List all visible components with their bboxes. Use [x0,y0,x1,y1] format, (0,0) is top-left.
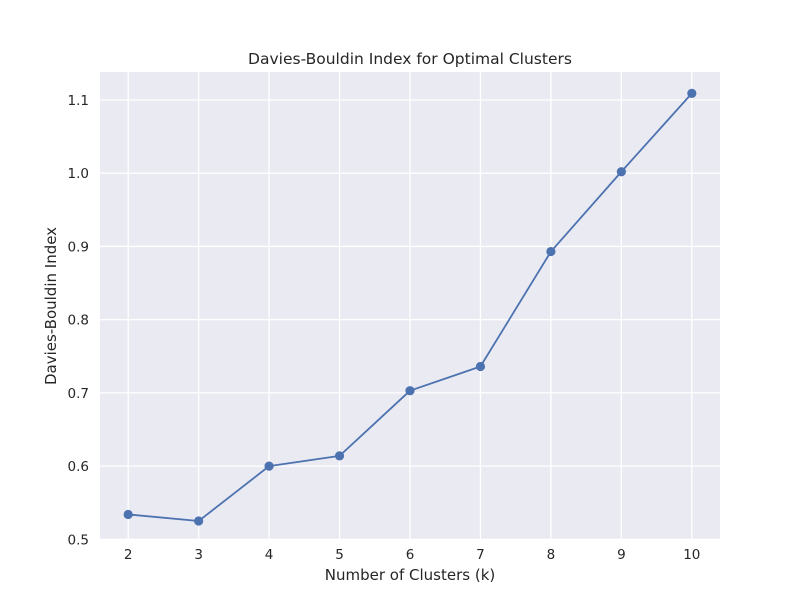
y-tick-labels: 0.5 0.6 0.7 0.8 0.9 1.0 1.1 [68,93,89,548]
y-tick-label: 0.7 [68,386,89,402]
x-tick-label: 10 [683,547,700,563]
data-point [405,386,415,396]
chart-title: Davies-Bouldin Index for Optimal Cluster… [248,50,572,68]
y-tick-label: 1.1 [68,93,89,109]
data-point [264,461,274,471]
x-tick-label: 6 [406,547,415,563]
x-tick-label: 5 [335,547,344,563]
data-point [546,246,556,257]
x-tick-label: 7 [476,547,485,563]
grid-lines [100,72,720,540]
y-tick-label: 0.9 [68,239,89,255]
x-axis-label: Number of Clusters (k) [325,566,495,584]
y-tick-label: 1.0 [68,166,89,182]
x-tick-label: 2 [124,547,133,563]
data-point [475,361,486,372]
x-tick-label: 3 [194,547,203,563]
series-layer [123,88,697,526]
y-tick-label: 0.8 [68,313,89,329]
x-tick-labels: 2 3 4 5 6 7 8 9 10 [124,547,701,563]
x-tick-label: 8 [547,547,556,563]
x-tick-label: 9 [617,547,626,563]
y-axis-label: Davies-Bouldin Index [42,227,60,385]
data-point [687,88,697,98]
y-tick-label: 0.5 [68,532,89,548]
data-point [616,167,626,177]
data-point [194,516,204,526]
data-point [334,451,345,461]
y-tick-label: 0.6 [68,459,89,475]
x-tick-label: 4 [265,547,274,563]
data-point [123,509,133,520]
